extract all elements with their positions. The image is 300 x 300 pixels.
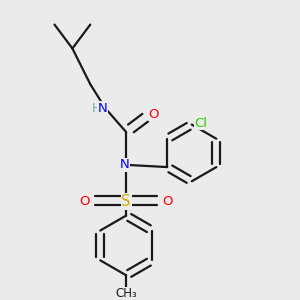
- Text: S: S: [122, 194, 131, 209]
- Text: H: H: [91, 102, 101, 115]
- Text: O: O: [148, 108, 159, 121]
- Text: O: O: [79, 195, 90, 208]
- Text: Cl: Cl: [194, 117, 207, 130]
- Text: N: N: [120, 158, 130, 171]
- Text: O: O: [163, 195, 173, 208]
- Text: N: N: [98, 102, 108, 115]
- Text: CH₃: CH₃: [115, 287, 137, 300]
